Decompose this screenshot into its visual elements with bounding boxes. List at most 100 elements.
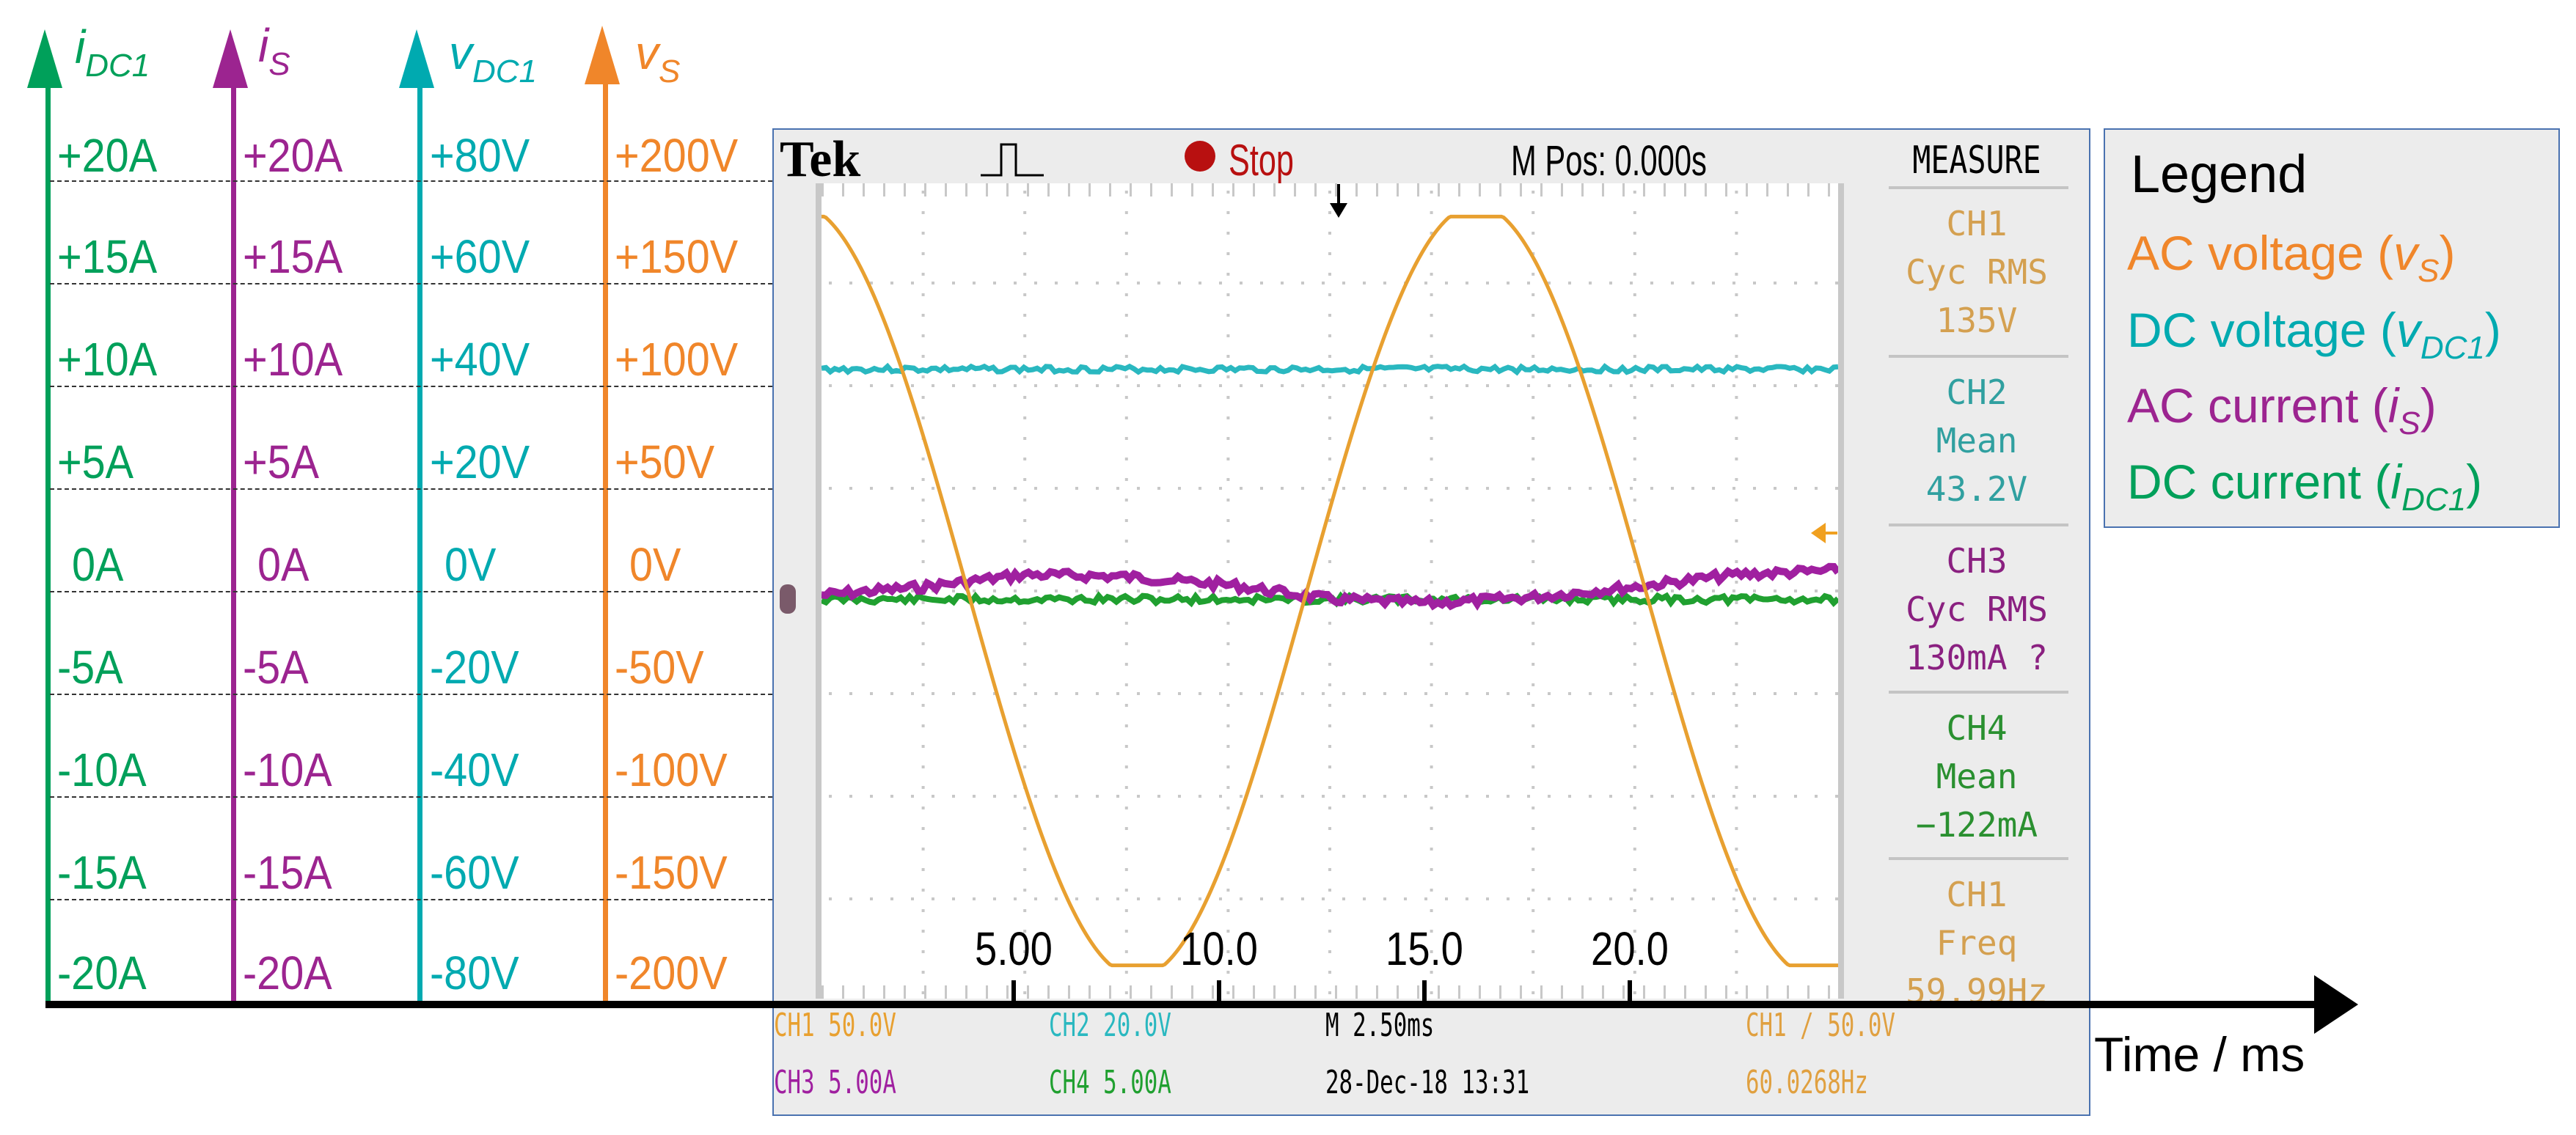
tick-label-v_s: +150V: [615, 230, 739, 283]
measure-type: Cyc RMS: [1906, 589, 2048, 629]
tick-label-i_s: +10A: [243, 333, 343, 386]
tick-label-i_s: +20A: [243, 129, 343, 182]
tick-label-i_dc1: +15A: [57, 230, 158, 283]
tek-logo: Tek: [780, 131, 861, 188]
axis-arrow-icon: [213, 29, 248, 88]
tick-label-i_s: -5A: [243, 641, 309, 694]
tick-label-v_s: -50V: [615, 641, 704, 694]
axis-line-i-dc1: [45, 84, 51, 1008]
axis-line-i-s: [231, 84, 236, 1008]
measure-type: Freq: [1936, 923, 2018, 963]
time-tick-label: 5.00: [975, 922, 1053, 975]
tick-label-v_dc1: -60V: [430, 846, 519, 899]
status-ch1: CH1 50.0V: [774, 1007, 896, 1044]
tick-label-v_dc1: -40V: [430, 743, 519, 796]
tick-label-v_s: 0V: [629, 538, 681, 591]
tick-label-v_s: -150V: [615, 846, 728, 899]
tick-label-i_dc1: +20A: [57, 129, 158, 182]
tick-label-v_dc1: +20V: [430, 436, 530, 488]
measure-value: 130mA ?: [1906, 638, 2048, 677]
time-tick-label: 20.0: [1591, 922, 1669, 975]
tick-label-i_dc1: +10A: [57, 333, 158, 386]
status-trigger: CH1 ∕ 50.0V: [1746, 1007, 1895, 1044]
measure-separator: [1889, 355, 2068, 358]
tick-label-v_s: -100V: [615, 743, 728, 796]
axis-title-v-s: vS: [635, 26, 681, 89]
axis-line-v-s: [603, 81, 608, 1008]
tick-label-i_s: +15A: [243, 230, 343, 283]
legend-item: AC current (iS): [2127, 378, 2437, 441]
status-ch3: CH3 5.00A: [774, 1064, 896, 1101]
tick-label-i_dc1: -5A: [57, 641, 123, 694]
run-state: Stop: [1229, 136, 1294, 185]
tick-label-v_dc1: 0V: [444, 538, 497, 591]
time-tick-mark: [1628, 980, 1632, 1002]
pulse-icon: [981, 143, 1044, 177]
tick-label-i_s: 0A: [257, 538, 310, 591]
legend-item: DC voltage (vDC1): [2127, 303, 2501, 366]
measure-channel: CH4: [1946, 708, 2008, 748]
tick-label-v_s: +100V: [615, 333, 739, 386]
axis-arrow-icon: [585, 26, 620, 84]
measure-panel: MEASURE CH1 Cyc RMS 135V CH2 Mean 43.2V CH3 Cyc…: [1867, 130, 2087, 1011]
time-tick-mark: [1011, 980, 1016, 1002]
tick-label-i_dc1: +5A: [57, 436, 134, 488]
tick-label-v_s: +200V: [615, 129, 739, 182]
measure-item: CH2 Mean 43.2V: [1867, 368, 2087, 513]
x-axis-arrow-icon: [2314, 975, 2358, 1034]
gridline: [50, 899, 816, 900]
time-tick-mark: [1217, 980, 1221, 1002]
tick-label-i_s: -20A: [243, 947, 332, 999]
measure-channel: CH1: [1946, 875, 2008, 914]
measure-separator: [1889, 524, 2068, 526]
gridline: [50, 283, 816, 284]
gridline: [50, 796, 816, 798]
time-tick-mark: [1422, 980, 1427, 1002]
tick-label-v_dc1: +40V: [430, 333, 530, 386]
measure-type: Mean: [1936, 757, 2018, 796]
legend-item: AC voltage (vS): [2127, 226, 2456, 289]
tick-label-i_dc1: 0A: [72, 538, 124, 591]
measure-item: CH4 Mean −122mA: [1867, 704, 2087, 849]
measure-value: 43.2V: [1925, 469, 2028, 509]
axis-title-i-dc1: iDC1: [75, 21, 150, 84]
gridline: [50, 180, 816, 182]
measure-value: 59.99Hz: [1906, 971, 2048, 1011]
measure-channel: CH2: [1946, 372, 2008, 412]
axis-title-i-s: iS: [258, 19, 290, 82]
status-ch2: CH2 20.0V: [1049, 1007, 1171, 1044]
waveform-plot: [822, 183, 1838, 999]
measure-item: CH1 Cyc RMS 135V: [1867, 199, 2087, 345]
gridline: [50, 591, 816, 592]
measure-item: CH1 Freq 59.99Hz: [1867, 870, 2087, 1015]
trigger-level-arrow-icon: [1811, 523, 1837, 543]
axis-line-v-dc1: [417, 84, 422, 1008]
measure-value: 135V: [1936, 301, 2018, 340]
gridline: [50, 488, 816, 490]
stop-indicator-icon: [1185, 141, 1215, 172]
m-pos: M Pos: 0.000s: [1511, 137, 1707, 185]
time-tick-label: 15.0: [1386, 922, 1463, 975]
graticule: [816, 183, 1844, 999]
tick-label-i_s: -15A: [243, 846, 332, 899]
tick-label-v_dc1: -80V: [430, 947, 519, 999]
axis-title-v-dc1: vDC1: [449, 26, 538, 89]
legend-box: Legend AC voltage (vS) DC voltage (vDC1) A…: [2104, 128, 2560, 528]
status-trigger-freq: 60.0268Hz: [1746, 1064, 1868, 1101]
x-axis-line: [45, 1001, 2319, 1008]
tick-label-i_s: +5A: [243, 436, 320, 488]
oscilloscope-screen: Tek Stop M Pos: 0.000s 5.00 10.0 15.0 20.0 …: [772, 128, 2090, 1116]
tick-label-i_dc1: -20A: [57, 947, 147, 999]
channel-ground-marker: [780, 584, 796, 614]
status-ch4: CH4 5.00A: [1049, 1064, 1171, 1101]
measure-separator: [1889, 691, 2068, 694]
legend-item: DC current (iDC1): [2127, 455, 2483, 518]
measure-value: −122mA: [1915, 805, 2038, 845]
tick-label-i_dc1: -15A: [57, 846, 147, 899]
gridline: [50, 386, 816, 387]
gridline: [50, 694, 816, 695]
measure-type: Mean: [1936, 421, 2018, 460]
x-axis-label: Time / ms: [2094, 1027, 2305, 1081]
measure-title: MEASURE: [1912, 139, 2041, 183]
tick-label-v_dc1: +60V: [430, 230, 530, 283]
